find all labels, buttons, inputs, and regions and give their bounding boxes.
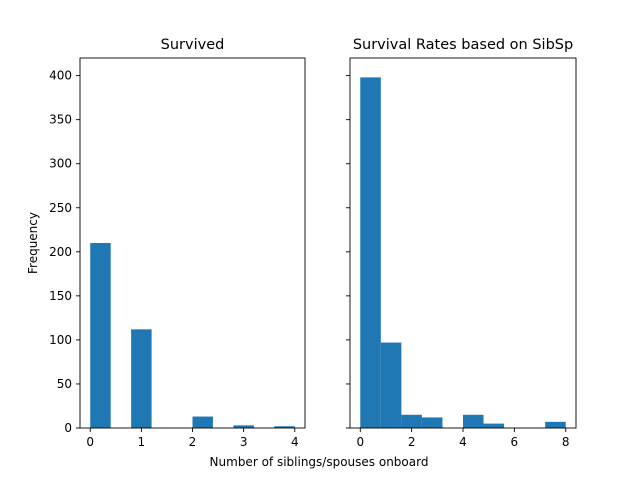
x-tick-label: 2: [189, 435, 197, 449]
y-tick-label: 350: [49, 113, 72, 127]
y-tick-label: 400: [49, 69, 72, 83]
histogram-bar: [131, 329, 152, 428]
x-tick-label: 8: [562, 435, 570, 449]
histogram-bar: [545, 421, 566, 428]
y-tick-label: 250: [49, 201, 72, 215]
y-tick-label: 150: [49, 289, 72, 303]
histogram-bar: [421, 417, 443, 428]
x-tick-label: 2: [408, 435, 416, 449]
x-tick-label: 1: [138, 435, 146, 449]
y-tick-label: 200: [49, 245, 72, 259]
histogram-bar: [463, 414, 484, 428]
right-subplot: 0 2 4 6 8 Survival Rates based on SibSp: [346, 37, 577, 449]
x-tick-label: 3: [240, 435, 248, 449]
subplot-title: Survived: [161, 37, 225, 53]
histogram-bar: [380, 342, 402, 428]
y-tick-label: 50: [57, 377, 72, 391]
histogram-bar: [483, 423, 505, 428]
x-axis-label: Number of siblings/spouses onboard: [210, 455, 429, 469]
x-tick-label: 0: [86, 435, 94, 449]
histogram-bar: [274, 426, 295, 428]
histogram-bar: [233, 425, 254, 428]
x-tick-label: 0: [356, 435, 364, 449]
y-tick-label: 0: [64, 421, 72, 435]
histogram-bar: [90, 243, 111, 428]
histogram-bar: [192, 416, 213, 428]
subplot-title: Survival Rates based on SibSp: [353, 37, 573, 53]
histogram-bar: [360, 77, 381, 428]
y-axis-label: Frequency: [26, 212, 40, 274]
x-tick-label: 6: [511, 435, 519, 449]
y-tick-label: 100: [49, 333, 72, 347]
x-tick-label: 4: [459, 435, 467, 449]
histogram-bar: [401, 414, 422, 428]
y-tick-label: 300: [49, 157, 72, 171]
x-tick-label: 4: [291, 435, 299, 449]
left-subplot: 0 1 2 3 4 0 50 100 150 200 250 300 350 400 Survived: [49, 37, 306, 449]
